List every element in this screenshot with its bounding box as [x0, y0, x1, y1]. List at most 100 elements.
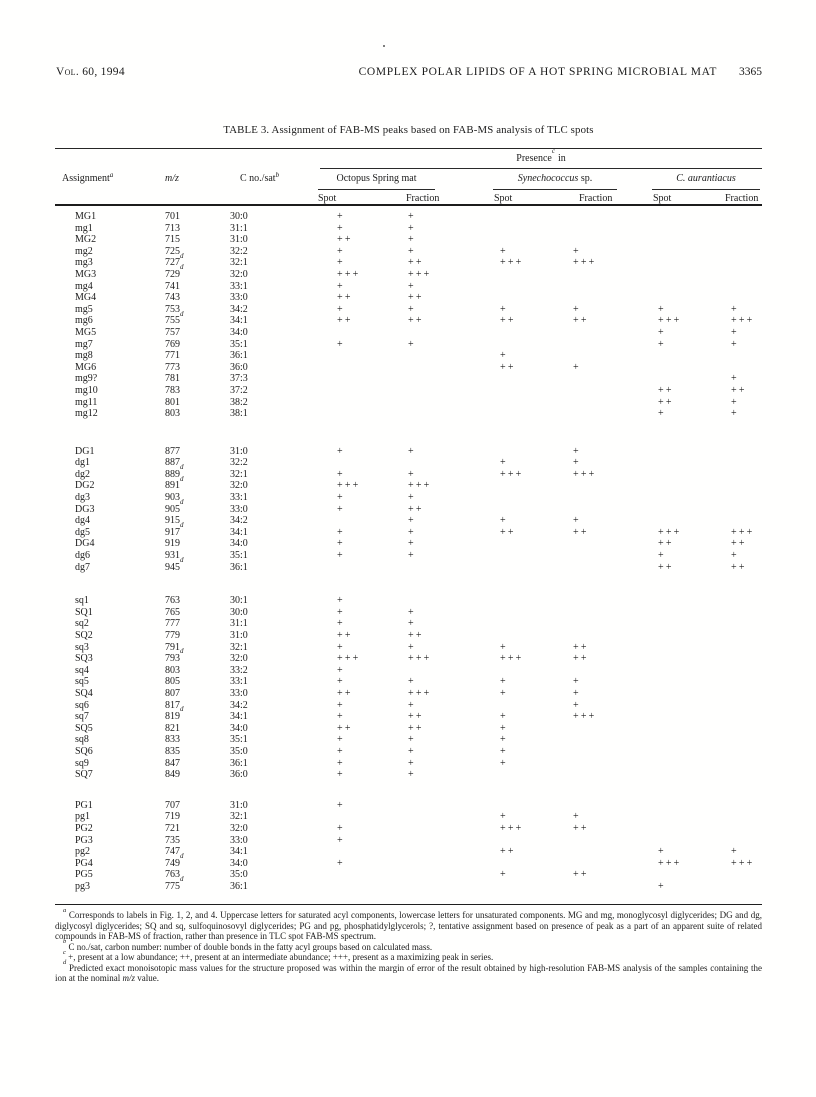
running-title: COMPLEX POLAR LIPIDS OF A HOT SPRING MIC… [358, 66, 717, 78]
table-row: SQ5 821 34:0 ++ ++ + [55, 723, 762, 735]
presence-cell: + [500, 711, 508, 723]
presence-cell [648, 665, 723, 677]
mz-cell: 931 [165, 550, 180, 562]
c-no-sat-cell: 34:0 [230, 722, 248, 734]
presence-cell: + [500, 350, 508, 362]
presence-cell: + [337, 222, 345, 234]
presence-cell [400, 823, 490, 835]
footnotes: a Corresponds to labels in Fig. 1, 2, an… [55, 906, 762, 983]
assignment-cell: sq1 [75, 595, 89, 607]
assignment-cell: MG4 [75, 292, 97, 304]
presence-cell [400, 397, 490, 409]
presence-cell: + [573, 811, 581, 823]
assignment-cell: mg1 [75, 222, 93, 234]
footnote-letter: b [63, 938, 67, 946]
presence-cell [723, 446, 762, 458]
presence-cell [565, 769, 648, 781]
c-no-sat-cell: 35:0 [230, 869, 248, 881]
mz-cell: 805 [165, 676, 180, 688]
table-row: dg6 931 35:1 + + + + [55, 550, 762, 562]
mz-cell: 849 [165, 769, 180, 781]
presence-cell [723, 234, 762, 246]
mz-cell: 919 [165, 538, 180, 550]
scan-artifact-dot [383, 45, 385, 47]
table-row: SQ6 835 35:0 + + + [55, 746, 762, 758]
presence-cell: + [500, 722, 508, 734]
c-no-sat-cell: 31:0 [230, 445, 248, 457]
presence-cell [315, 881, 400, 893]
presence-cell [648, 211, 723, 223]
presence-cell [723, 653, 762, 665]
presence-cell: + [500, 457, 508, 469]
presence-cell: + [500, 734, 508, 746]
mz-cell: 701 [165, 211, 180, 222]
presence-cell [648, 373, 723, 385]
c-no-sat-cell: 32:0 [230, 653, 248, 665]
presence-cell [648, 607, 723, 619]
presence-cell [490, 618, 565, 630]
presence-cell: + [573, 445, 581, 457]
table-row: mg11 801 38:2 ++ + [55, 397, 762, 409]
presence-cell [490, 881, 565, 893]
presence-cell: +++ [337, 653, 361, 665]
c-no-sat-cell: 36:1 [230, 350, 248, 362]
presence-cell [723, 630, 762, 642]
c-no-sat-cell: 34:1 [230, 846, 248, 858]
table-row: SQ1 765 30:0 + + [55, 607, 762, 619]
c-no-sat-cell: 33:1 [230, 492, 248, 504]
presence-cell [648, 700, 723, 712]
synechococcus-fraction-header: Fraction [579, 193, 613, 204]
table-row: mg12 803 38:1 + + [55, 408, 762, 420]
presence-cell: + [573, 676, 581, 688]
assignment-cell: dg7 [75, 561, 90, 573]
presence-cell: ++ [408, 630, 424, 641]
c-no-sat-cell: 37:3 [230, 373, 248, 385]
presence-cell [315, 362, 400, 374]
assignment-cell: pg1 [75, 811, 90, 823]
presence-cell: + [337, 857, 345, 869]
presence-cell: ++ [408, 292, 424, 304]
presence-cell: + [337, 822, 345, 834]
presence-cell: + [658, 880, 666, 892]
assignment-cell: mg12 [75, 408, 98, 420]
assignment-cell: mg11 [75, 396, 98, 408]
footnote-marker-d: d [180, 555, 184, 564]
mz-cell: 773 [165, 361, 180, 373]
c-no-sat-cell: 32:1 [230, 641, 248, 653]
c-no-sat-cell: 31:1 [230, 618, 248, 630]
presence-cell [565, 350, 648, 362]
assignment-cell: PG4 [75, 857, 93, 869]
presence-cell: + [337, 595, 345, 607]
presence-cell [723, 746, 762, 758]
mz-cell: 713 [165, 222, 180, 234]
presence-cell: + [731, 550, 739, 562]
mz-cell: 749d [165, 851, 184, 869]
presence-cell: ++ [337, 630, 353, 641]
presence-cell [490, 281, 565, 293]
presence-cell: ++ [408, 503, 424, 515]
presence-cell: + [337, 280, 345, 292]
mz-cell: 847 [165, 757, 180, 769]
presence-cell [565, 281, 648, 293]
presence-cell: + [658, 408, 666, 420]
c-no-sat-cell: 31:1 [230, 222, 248, 234]
presence-cell: + [731, 338, 739, 350]
assignment-cell: PG1 [75, 799, 93, 811]
presence-cell: ++ [731, 561, 747, 573]
presence-cell [565, 562, 648, 574]
table-row: MG2 715 31:0 ++ + [55, 234, 762, 246]
table-row: mg8 771 36:1 + [55, 350, 762, 362]
presence-cell: + [573, 303, 581, 315]
presence-cell [648, 769, 723, 781]
table-row: DG4 919 34:0 + + ++ ++ [55, 538, 762, 550]
presence-cell: + [337, 445, 345, 457]
presence-cell [723, 246, 762, 258]
footnote-letter: a [63, 906, 67, 914]
presence-cell [565, 339, 648, 351]
presence-cell [648, 746, 723, 758]
presence-cell [565, 538, 648, 550]
presence-cell [490, 769, 565, 781]
presence-cell [723, 595, 762, 607]
group-c-aurantiacus: C. aurantiacus [648, 173, 762, 190]
presence-cell: ++ [573, 526, 589, 538]
